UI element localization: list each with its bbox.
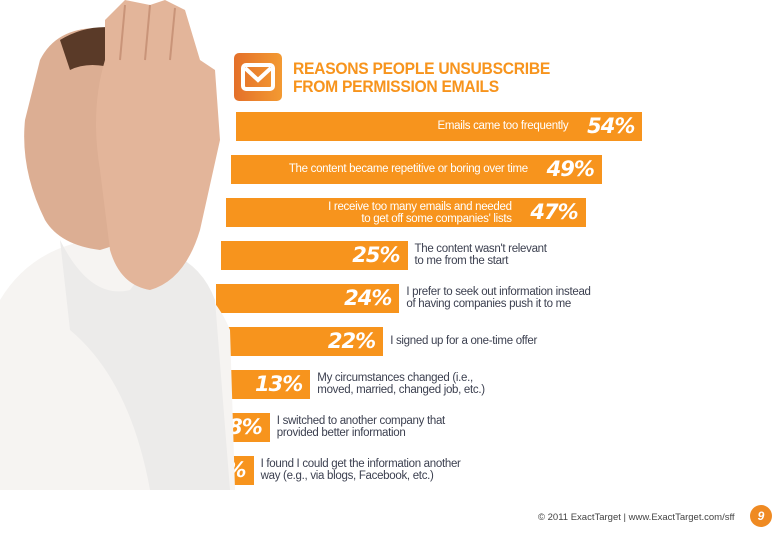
bar-category-label: I receive too many emails and needed to g… xyxy=(328,198,512,230)
title-line-2: FROM PERMISSION EMAILS xyxy=(293,77,499,96)
bar-value-label: 13% xyxy=(255,372,303,396)
label-line-2: to me from the start xyxy=(414,255,509,267)
label-line-1: I switched to another company that xyxy=(276,415,445,427)
label-line-2: way (e.g., via blogs, Facebook, etc.) xyxy=(260,470,434,482)
bar-category-label: The content wasn't relevant to me from th… xyxy=(415,243,547,272)
bar-value-label: 24% xyxy=(344,286,392,310)
bar-category-label: The content became repetitive or boring … xyxy=(289,155,528,192)
footer-copyright: © 2011 ExactTarget | www.ExactTarget.com… xyxy=(538,512,735,523)
bar-value-label: 22% xyxy=(327,329,376,353)
bar-category-label: My circumstances changed (i.e., moved, ma… xyxy=(317,372,485,401)
bar: 22% xyxy=(211,327,384,356)
label-line-1: I signed up for a one-time offer xyxy=(390,335,537,347)
envelope-icon xyxy=(234,53,282,101)
label-line-2: to get off some companies' lists xyxy=(361,213,512,225)
label-line-2: provided better information xyxy=(276,427,406,439)
bar-category-label: I switched to another company that provid… xyxy=(277,415,445,444)
chart-title: REASONS PEOPLE UNSUBSCRIBE FROM PERMISSI… xyxy=(293,60,550,96)
bar: 54% Emails came too frequently xyxy=(236,112,643,141)
bar-category-label: Emails came too frequently xyxy=(437,112,568,149)
bar-category-label: I signed up for a one-time offer xyxy=(390,335,537,364)
bar: 49% The content became repetitive or bori… xyxy=(231,155,602,184)
bar: 24% xyxy=(216,284,400,313)
label-line-1: I found I could get the information anot… xyxy=(260,458,461,470)
bar: 47% I receive too many emails and needed t… xyxy=(226,198,586,227)
title-line-1: REASONS PEOPLE UNSUBSCRIBE xyxy=(293,59,551,78)
label-line-1: I prefer to seek out information instead xyxy=(406,286,591,298)
label-line-1: The content became repetitive or boring … xyxy=(288,163,528,175)
bar-value-label: 25% xyxy=(352,243,400,267)
bar-value-label: 54% xyxy=(587,114,635,138)
bar-value-label: 8% xyxy=(228,415,263,439)
label-line-1: My circumstances changed (i.e., xyxy=(317,372,473,384)
bar-value-label: 49% xyxy=(546,157,595,181)
label-line-1: Emails came too frequently xyxy=(437,120,569,132)
bar-category-label: I found I could get the information anot… xyxy=(261,458,461,487)
bar-value-label: 47% xyxy=(530,200,578,224)
bar: 25% xyxy=(221,241,408,270)
woman-raising-hand-photo xyxy=(0,0,235,490)
page-number: 9 xyxy=(750,505,772,527)
label-line-1: The content wasn't relevant xyxy=(414,243,547,255)
label-line-1: I receive too many emails and needed xyxy=(328,201,512,213)
label-line-2: of having companies push it to me xyxy=(406,298,572,310)
label-line-2: moved, married, changed job, etc.) xyxy=(317,384,485,396)
bar-category-label: I prefer to seek out information instead… xyxy=(406,286,591,315)
